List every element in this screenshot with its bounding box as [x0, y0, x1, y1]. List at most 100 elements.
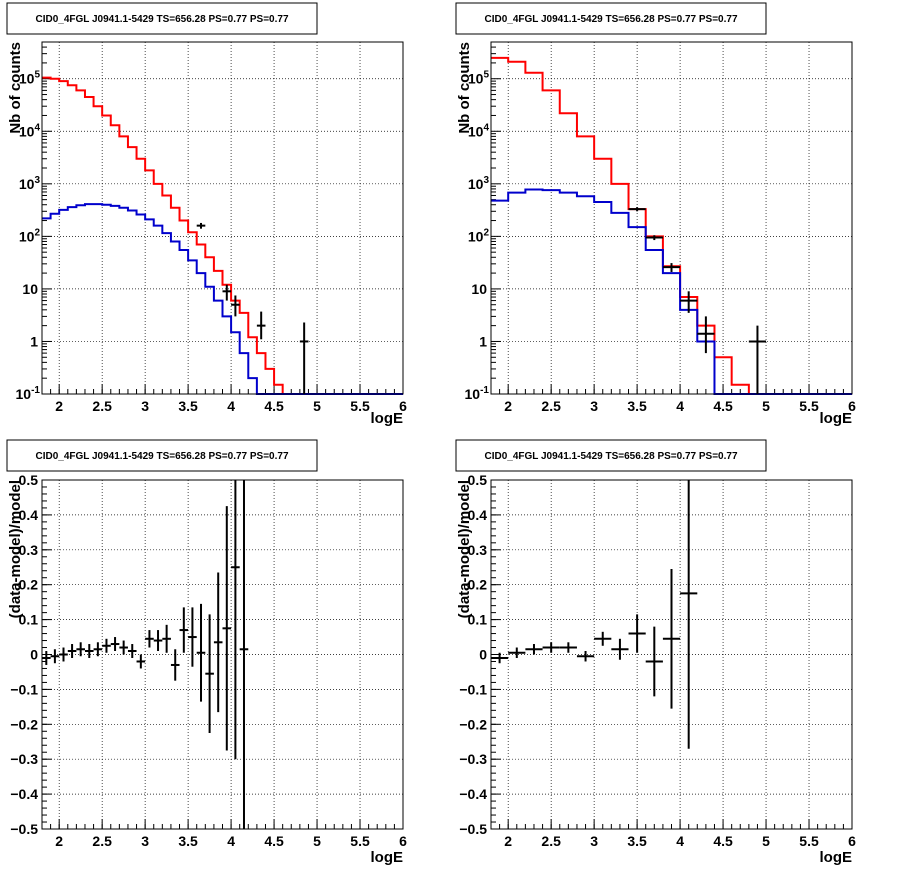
- y-tick-label: 0.3: [468, 542, 488, 558]
- panel-title: CID0_4FGL J0941.1-5429 TS=656.28 PS=0.77…: [484, 451, 737, 462]
- y-tick-label: 1: [30, 333, 38, 349]
- y-tick-label: −0.3: [459, 751, 487, 767]
- x-tick-label: 4.5: [264, 833, 284, 849]
- y-tick-label: 0.3: [19, 542, 39, 558]
- x-tick-label: 2.5: [541, 833, 561, 849]
- y-tick-label: 0.2: [19, 577, 39, 593]
- y-tick-label: −0.5: [459, 821, 487, 837]
- x-tick-label: 4: [227, 398, 235, 414]
- y-tick-label: 10-1: [16, 385, 41, 402]
- x-tick-label: 2: [55, 833, 63, 849]
- panel-bottom-right: CID0_4FGL J0941.1-5429 TS=656.28 PS=0.77…: [455, 439, 853, 866]
- plot-bottom-left: −0.5 −0.4 −0.3 −0.2 −0.1 0 0.1 0.2 0.3 0.4 0.5 2 2.5…: [10, 472, 407, 849]
- y-tick-label: 102: [468, 227, 490, 244]
- x-tick-label: 5.5: [799, 398, 819, 414]
- histogram-series-0: [42, 76, 284, 394]
- x-tick-label: 4.5: [713, 398, 733, 414]
- y-tick-label: 0.1: [468, 612, 488, 628]
- x-tick-label: 2.5: [541, 398, 561, 414]
- x-tick-label: 3.5: [627, 398, 647, 414]
- y-tick-label: 104: [468, 122, 490, 139]
- panel-title: CID0_4FGL J0941.1-5429 TS=656.28 PS=0.77…: [484, 14, 737, 25]
- x-tick-label: 6: [399, 398, 407, 414]
- x-tick-label: 4: [676, 398, 684, 414]
- x-tick-label: 2.5: [92, 833, 112, 849]
- y-tick-label: 0.1: [19, 612, 39, 628]
- x-tick-label: 2: [55, 398, 63, 414]
- y-tick-label: 103: [19, 175, 41, 192]
- x-tick-label: 3.5: [178, 398, 198, 414]
- x-tick-label: 5.5: [350, 398, 370, 414]
- panel-bottom-left: CID0_4FGL J0941.1-5429 TS=656.28 PS=0.77…: [6, 439, 404, 866]
- plot-top-right: 10-1 1 10 102 103 104 105 2 2.5 3 3.5 4 4.5 5 5.5 6: [465, 41, 856, 414]
- x-tick-label: 4.5: [713, 833, 733, 849]
- x-tick-label: 5: [313, 398, 321, 414]
- x-tick-label: 6: [399, 833, 407, 849]
- x-axis-label: logE: [820, 410, 853, 427]
- plot-frame: [490, 41, 853, 395]
- x-tick-label: 5: [762, 398, 770, 414]
- y-tick-label: 0.2: [468, 577, 488, 593]
- y-tick-label: −0.4: [10, 786, 38, 802]
- x-tick-label: 5: [313, 833, 321, 849]
- y-tick-label: −0.3: [10, 751, 38, 767]
- title-box: [6, 2, 318, 35]
- histogram-series-1: [42, 203, 403, 395]
- y-tick-label: −0.4: [459, 786, 487, 802]
- plot-top-left: 10-1 1 10 102 103 104 105 2 2.5 3 3.5 4 4.5 5 5.5 6: [16, 41, 407, 414]
- y-tick-label: −0.2: [10, 716, 38, 732]
- plot-area: [491, 42, 852, 394]
- x-tick-label: 5.5: [799, 833, 819, 849]
- panel-top-right: CID0_4FGL J0941.1-5429 TS=656.28 PS=0.77…: [455, 2, 853, 427]
- y-axis-label: (data-model)/model: [456, 480, 473, 618]
- plot-frame: [41, 41, 404, 395]
- x-tick-label: 5: [762, 833, 770, 849]
- y-axis-label: (data-model)/model: [7, 480, 24, 618]
- plot-frame: [490, 479, 853, 830]
- x-axis-label: logE: [371, 849, 404, 866]
- panel-title: CID0_4FGL J0941.1-5429 TS=656.28 PS=0.77…: [35, 451, 288, 462]
- x-axis-label: logE: [371, 410, 404, 427]
- y-tick-label: 0.4: [19, 507, 39, 523]
- y-tick-label: 10-1: [465, 385, 490, 402]
- x-tick-label: 3.5: [178, 833, 198, 849]
- y-tick-label: −0.5: [10, 821, 38, 837]
- plot-frame: [41, 479, 404, 830]
- y-tick-label: 104: [19, 122, 41, 139]
- x-tick-label: 2: [504, 833, 512, 849]
- x-axis-label: logE: [820, 849, 853, 866]
- y-tick-label: 0.4: [468, 507, 488, 523]
- x-tick-label: 2: [504, 398, 512, 414]
- x-tick-label: 3: [141, 833, 149, 849]
- y-tick-label: 10: [471, 281, 487, 297]
- y-tick-label: 105: [468, 70, 490, 87]
- y-tick-label: 0.5: [468, 472, 488, 488]
- panel-top-left: CID0_4FGL J0941.1-5429 TS=656.28 PS=0.77…: [6, 2, 404, 427]
- y-tick-label: −0.2: [459, 716, 487, 732]
- x-tick-label: 4: [227, 833, 235, 849]
- y-tick-label: 0: [479, 647, 487, 663]
- x-tick-label: 6: [848, 833, 856, 849]
- title-box: [455, 439, 767, 472]
- x-tick-label: 4: [676, 833, 684, 849]
- title-box: [455, 2, 767, 35]
- x-tick-label: 5.5: [350, 833, 370, 849]
- plot-area: [42, 42, 403, 394]
- y-tick-label: 103: [468, 175, 490, 192]
- x-tick-label: 3: [590, 398, 598, 414]
- plot-bottom-right: −0.5 −0.4 −0.3 −0.2 −0.1 0 0.1 0.2 0.3 0.4 0.5 2 2.5…: [459, 472, 856, 849]
- x-tick-label: 6: [848, 398, 856, 414]
- y-tick-label: 0: [30, 647, 38, 663]
- x-tick-label: 3: [141, 398, 149, 414]
- y-tick-label: 102: [19, 227, 41, 244]
- x-tick-label: 3: [590, 833, 598, 849]
- y-tick-label: −0.1: [10, 681, 38, 697]
- y-axis-label: Nb of counts: [456, 42, 473, 134]
- y-tick-label: −0.1: [459, 681, 487, 697]
- y-tick-label: 0.5: [19, 472, 39, 488]
- y-tick-label: 105: [19, 70, 41, 87]
- title-box: [6, 439, 318, 472]
- y-axis-label: Nb of counts: [7, 42, 24, 134]
- x-tick-label: 2.5: [92, 398, 112, 414]
- y-tick-label: 10: [22, 281, 38, 297]
